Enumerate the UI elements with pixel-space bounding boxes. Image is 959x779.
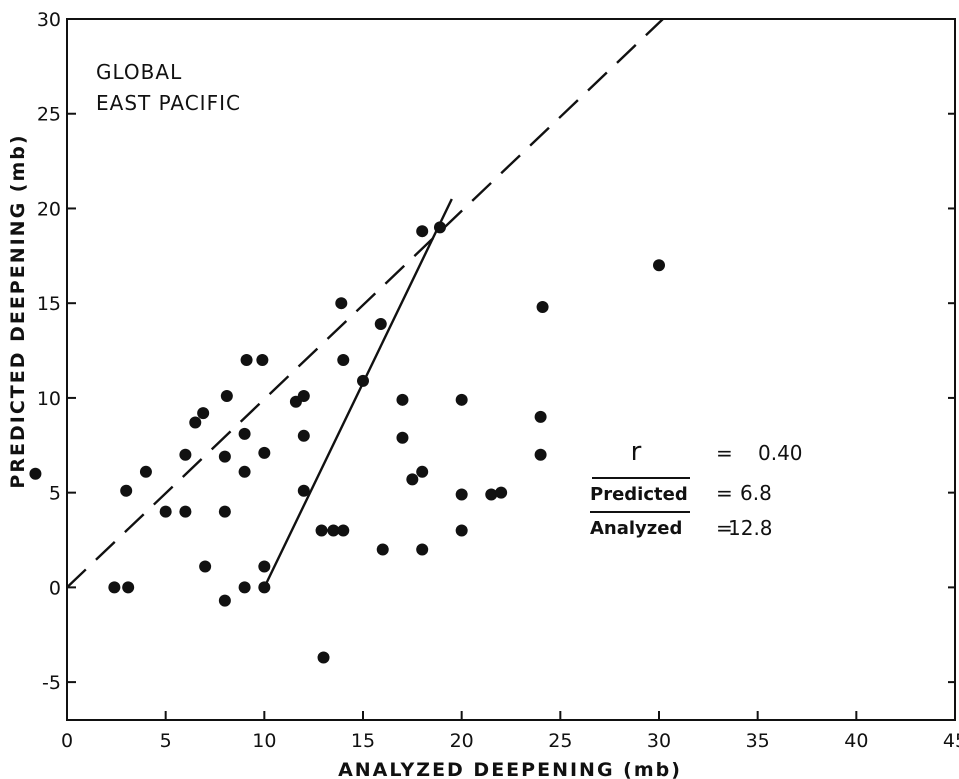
stat-predicted-label: Predicted xyxy=(590,484,688,505)
data-point xyxy=(534,410,547,423)
data-point xyxy=(536,300,549,313)
data-point xyxy=(218,505,231,518)
x-tick-label: 20 xyxy=(450,730,474,752)
tick-labels: 0 5 10 15 20 25 30 35 40 45 -5 0 5 10 15 20 25 30 xyxy=(37,9,959,752)
data-point xyxy=(406,473,419,486)
data-point xyxy=(317,651,330,664)
x-tick-label: 45 xyxy=(943,730,959,752)
x-tick-label: 40 xyxy=(844,730,868,752)
y-tick-label: -5 xyxy=(42,672,61,694)
dashed-reference-line xyxy=(66,18,664,589)
data-point xyxy=(258,581,271,594)
reference-lines xyxy=(66,18,664,589)
x-tick-label: 15 xyxy=(351,730,375,752)
data-point xyxy=(258,560,271,573)
data-point xyxy=(120,484,133,497)
data-point xyxy=(337,524,350,537)
stat-analyzed-operator: = xyxy=(716,516,733,540)
stat-r-label: r xyxy=(631,437,642,467)
data-point xyxy=(238,465,251,478)
data-point xyxy=(220,390,233,403)
stat-analyzed-value: 12.8 xyxy=(728,516,773,540)
data-point xyxy=(256,354,269,367)
y-tick-label: 0 xyxy=(49,577,61,599)
data-point xyxy=(315,524,328,537)
data-point xyxy=(455,488,468,501)
solid-fit-line xyxy=(263,198,453,588)
data-point xyxy=(416,225,429,238)
data-point xyxy=(327,524,340,537)
data-point xyxy=(337,354,350,367)
y-tick-label: 20 xyxy=(37,198,61,220)
data-point xyxy=(159,505,172,518)
data-point xyxy=(433,221,446,234)
data-point xyxy=(189,416,202,429)
axes xyxy=(66,18,956,721)
x-axis-title: ANALYZED DEEPENING (mb) xyxy=(338,759,682,779)
data-point xyxy=(108,581,121,594)
data-point xyxy=(396,431,409,444)
data-point xyxy=(240,354,253,367)
data-point xyxy=(455,524,468,537)
annotation-east-pacific: EAST PACIFIC xyxy=(96,91,241,115)
data-point xyxy=(485,488,498,501)
data-point xyxy=(534,448,547,461)
data-point xyxy=(653,259,665,272)
y-tick-label: 25 xyxy=(37,104,61,126)
data-point xyxy=(297,429,310,442)
y-tick-label: 30 xyxy=(37,9,61,31)
data-point xyxy=(258,446,271,459)
data-point xyxy=(179,505,192,518)
y-tick-label: 15 xyxy=(37,293,61,315)
data-point xyxy=(376,543,389,556)
data-point xyxy=(396,393,409,406)
plot-frame xyxy=(66,18,956,721)
data-point xyxy=(218,450,231,463)
x-tick-label: 30 xyxy=(647,730,671,752)
x-tick-label: 10 xyxy=(252,730,276,752)
y-tick-label: 5 xyxy=(49,483,61,505)
data-point xyxy=(416,465,429,478)
data-point xyxy=(29,467,42,480)
data-point xyxy=(416,543,429,556)
data-point xyxy=(139,465,152,478)
x-tick-label: 25 xyxy=(548,730,572,752)
stat-r-value: 0.40 xyxy=(758,441,803,465)
data-point xyxy=(199,560,212,573)
data-point xyxy=(495,486,508,499)
statistics-box: r = 0.40 Predicted = 6.8 Analyzed = 12.8 xyxy=(590,437,803,540)
y-axis-title: PREDICTED DEEPENING (mb) xyxy=(7,133,29,488)
data-point xyxy=(197,407,210,420)
data-point xyxy=(357,374,369,387)
data-point xyxy=(179,448,192,461)
data-point xyxy=(297,484,310,497)
stat-r-operator: = xyxy=(716,441,733,465)
data-point xyxy=(218,594,231,607)
x-tick-label: 5 xyxy=(160,730,172,752)
data-point xyxy=(335,297,348,310)
annotation-global: GLOBAL xyxy=(96,60,182,84)
data-point xyxy=(374,318,387,331)
data-point xyxy=(455,393,468,406)
stat-predicted-value: 6.8 xyxy=(740,481,772,505)
data-point xyxy=(122,581,135,594)
stat-analyzed-label: Analyzed xyxy=(590,518,682,539)
x-tick-label: 0 xyxy=(61,730,73,752)
data-point xyxy=(297,390,310,403)
x-tick-label: 35 xyxy=(746,730,770,752)
tick-marks xyxy=(66,18,956,720)
stat-predicted-operator: = xyxy=(716,481,733,505)
y-tick-label: 10 xyxy=(37,388,61,410)
data-points xyxy=(29,221,665,664)
data-point xyxy=(238,581,251,594)
data-point xyxy=(238,427,251,440)
